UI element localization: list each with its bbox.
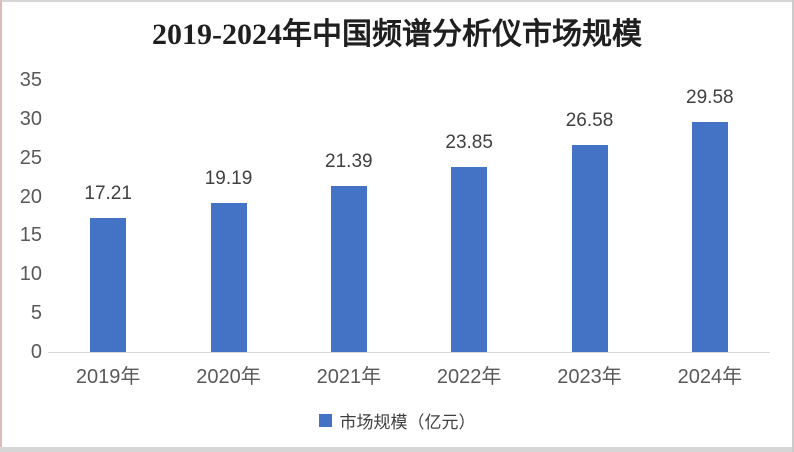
bar	[451, 166, 488, 352]
bar	[571, 145, 608, 352]
x-tick-label: 2021年	[316, 366, 382, 388]
bar-value-label: 19.19	[204, 167, 253, 189]
bar-value-label: 23.85	[445, 131, 493, 153]
chart-title: 2019-2024年中国频谱分析仪市场规模	[152, 18, 642, 51]
x-tick-label: 2019年	[75, 366, 141, 388]
y-tick-label: 25	[19, 146, 42, 169]
window-border-top	[0, 0, 794, 2]
bar-value-label: 26.58	[565, 110, 614, 132]
y-tick-label: 10	[19, 263, 42, 286]
bar-value-label: 21.39	[325, 150, 373, 172]
bar-value-label: 17.21	[84, 183, 132, 205]
y-tick-label: 30	[19, 107, 42, 130]
bar	[90, 218, 127, 352]
legend-swatch-icon	[318, 413, 332, 427]
y-tick-label: 0	[30, 341, 42, 363]
bar	[330, 185, 367, 352]
window-border-right	[792, 0, 794, 452]
x-tick-label: 2022年	[436, 366, 502, 388]
legend-label: 市场规模（亿元）	[339, 412, 476, 432]
window-border-bottom	[0, 447, 794, 452]
window-border-left	[0, 0, 2, 447]
y-tick-label: 20	[19, 185, 42, 208]
y-tick-label: 15	[19, 224, 42, 247]
x-tick-label: 2020年	[196, 366, 261, 388]
y-tick-label: 35	[19, 69, 42, 91]
x-tick-label: 2023年	[557, 366, 622, 388]
bar-value-label: 29.58	[686, 87, 734, 109]
x-tick-label: 2024年	[677, 366, 743, 388]
legend: 市场规模（亿元）	[0, 408, 794, 432]
bar	[210, 202, 247, 352]
bar	[691, 122, 728, 352]
y-tick-label: 5	[30, 302, 42, 325]
plot-area	[48, 80, 770, 353]
